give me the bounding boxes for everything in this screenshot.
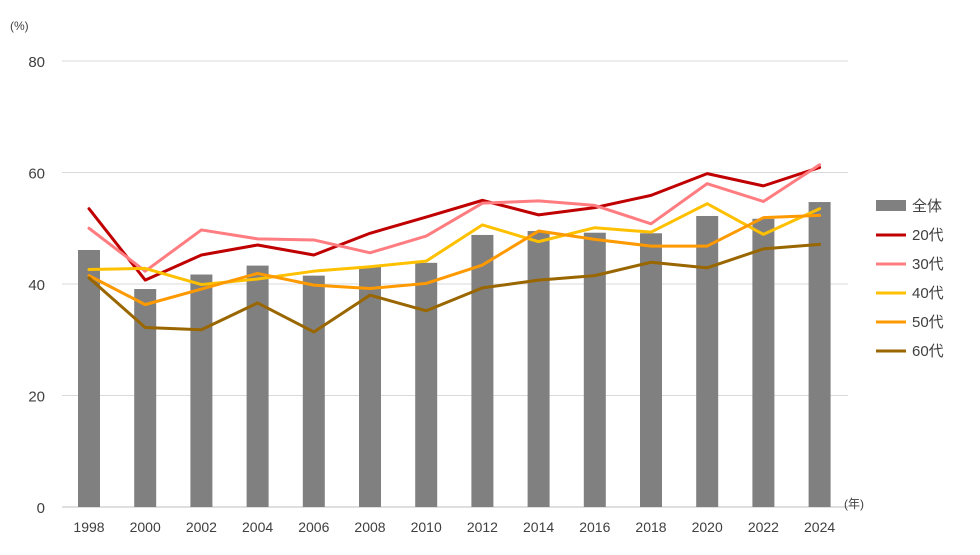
y-tick-label: 20: [28, 389, 45, 406]
bar-2000: [134, 289, 157, 507]
x-tick-label: 2018: [635, 519, 666, 535]
y-tick-label: 0: [37, 500, 45, 517]
legend-swatch-total: [876, 200, 906, 211]
bar-2004: [246, 265, 269, 507]
x-tick-label: 2008: [354, 519, 385, 535]
bar-2008: [359, 266, 381, 507]
x-tick-label: 2016: [579, 519, 610, 535]
legend-label-40s: 40代: [912, 285, 944, 302]
x-tick-label: 2014: [523, 519, 554, 535]
y-unit-label: (%): [10, 19, 29, 33]
legend-label-20s: 20代: [912, 227, 944, 244]
x-tick-label: 1998: [73, 519, 104, 535]
line-series-40s: [87, 202, 822, 287]
bar-2014: [527, 231, 550, 507]
legend-label-50s: 50代: [912, 314, 944, 331]
bar-2018: [640, 233, 662, 507]
x-axis-tick-labels: 1998 2000 2002 2004 2006 2008 2010 2012 2014 2016…: [73, 519, 835, 535]
x-tick-label: 2000: [130, 519, 161, 535]
bar-2020: [696, 215, 719, 508]
legend-label-60s: 60代: [912, 343, 944, 360]
x-tick-label: 2022: [748, 519, 779, 535]
bar-2010: [415, 262, 438, 507]
gridlines: [62, 60, 848, 508]
line-series-60s: [87, 242, 822, 334]
bar-2006: [302, 275, 325, 507]
x-tick-label: 2012: [467, 519, 498, 535]
x-tick-label: 2024: [804, 519, 835, 535]
x-tick-label: 2004: [242, 519, 273, 535]
bar-2002: [190, 274, 213, 507]
y-axis-tick-labels: 0 20 40 60 80: [28, 54, 45, 517]
y-tick-label: 60: [28, 166, 45, 183]
line-series-20s: [87, 165, 822, 282]
bar-2022: [752, 218, 775, 507]
legend: 全体 20代 30代 40代 50代 60代: [876, 197, 944, 360]
bar-2012: [471, 234, 494, 507]
x-unit-label: (年): [844, 497, 864, 511]
legend-label-30s: 30代: [912, 256, 944, 273]
line-series-group: [87, 163, 822, 334]
x-tick-label: 2006: [298, 519, 329, 535]
x-tick-label: 2002: [186, 519, 217, 535]
y-tick-label: 80: [28, 54, 45, 71]
legend-label-total: 全体: [912, 197, 942, 215]
bar-2024: [808, 202, 831, 508]
bar-1998: [78, 249, 100, 507]
y-tick-label: 40: [28, 277, 45, 294]
line-series-30s: [87, 163, 822, 273]
line-series-50s: [87, 213, 822, 307]
x-tick-label: 2020: [692, 519, 723, 535]
x-tick-label: 2010: [411, 519, 442, 535]
bar-2016: [583, 232, 606, 507]
bar-series-total: [78, 202, 831, 508]
